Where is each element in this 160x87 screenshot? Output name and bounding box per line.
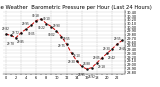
Text: 29.55: 29.55 [63,37,70,41]
Text: 29.90: 29.90 [52,24,60,28]
Text: 30.18: 30.18 [32,14,40,18]
Text: 29.75: 29.75 [58,44,65,48]
Text: 28.95: 28.95 [78,73,86,77]
Text: 29.65: 29.65 [118,47,126,51]
Text: 30.22: 30.22 [37,26,45,30]
Text: 30.02: 30.02 [48,33,55,37]
Text: 29.30: 29.30 [68,60,76,64]
Text: 29.78: 29.78 [7,42,15,46]
Text: 30.10: 30.10 [42,17,50,21]
Text: 28.88: 28.88 [83,62,91,66]
Text: 30.05: 30.05 [27,32,35,36]
Text: 29.82: 29.82 [2,27,10,31]
Text: 29.85: 29.85 [17,40,25,44]
Text: 29.30: 29.30 [103,47,111,51]
Text: 29.42: 29.42 [108,56,116,60]
Text: 29.95: 29.95 [22,22,30,26]
Text: 29.55: 29.55 [113,37,121,41]
Text: 28.92: 28.92 [88,75,96,79]
Text: 29.72: 29.72 [12,31,20,35]
Text: 29.10: 29.10 [73,54,80,58]
Text: 29.05: 29.05 [93,56,101,60]
Text: 29.18: 29.18 [98,65,106,69]
Title: Milwaukee Weather  Barometric Pressure per Hour (Last 24 Hours): Milwaukee Weather Barometric Pressure pe… [0,5,152,10]
